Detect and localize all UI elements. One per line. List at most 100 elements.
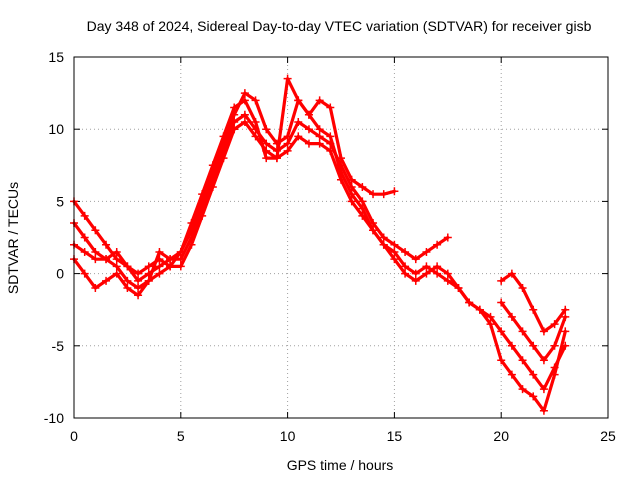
data-point-marker (326, 132, 335, 141)
data-point-marker (304, 139, 313, 148)
data-point-marker (561, 327, 570, 336)
data-point-marker (358, 182, 367, 191)
data-point-marker (80, 269, 89, 278)
x-tick-label: 10 (280, 428, 296, 444)
series-track-2 (70, 110, 570, 365)
data-point-marker (144, 276, 153, 285)
y-axis-label: SDTVAR / TECUs (5, 182, 21, 294)
data-point-marker (187, 240, 196, 249)
data-point-marker (433, 269, 442, 278)
data-point-marker (486, 312, 495, 321)
data-point-marker (379, 190, 388, 199)
data-point-marker (390, 255, 399, 264)
x-tick-label: 15 (387, 428, 403, 444)
data-point-marker (497, 327, 506, 336)
data-point-marker (529, 392, 538, 401)
data-point-marker (433, 240, 442, 249)
data-point-marker (134, 269, 143, 278)
data-point-marker (497, 356, 506, 365)
data-point-marker (240, 96, 249, 105)
plot-frame (73, 56, 609, 419)
data-point-marker (155, 247, 164, 256)
data-point-marker (240, 117, 249, 126)
y-tick-label: 5 (56, 193, 64, 209)
data-point-marker (304, 110, 313, 119)
data-point-marker (230, 125, 239, 134)
data-point-marker (411, 269, 420, 278)
data-point-marker (497, 276, 506, 285)
data-point-marker (80, 211, 89, 220)
data-point-marker (550, 370, 559, 379)
data-point-marker (539, 327, 548, 336)
data-point-marker (134, 284, 143, 293)
data-point-marker (379, 233, 388, 242)
data-point-marker (401, 247, 410, 256)
data-point-marker (123, 276, 132, 285)
data-point-marker (112, 255, 121, 264)
data-point-marker (123, 262, 132, 271)
data-point-marker (529, 341, 538, 350)
data-point-marker (91, 255, 100, 264)
data-point-marker (187, 219, 196, 228)
data-point-marker (507, 269, 516, 278)
series-track-3 (70, 117, 570, 394)
data-point-marker (315, 96, 324, 105)
x-axis-label: GPS time / hours (287, 457, 394, 473)
data-point-marker (134, 276, 143, 285)
data-point-marker (176, 262, 185, 271)
data-point-marker (198, 211, 207, 220)
x-tick-label: 5 (177, 428, 185, 444)
data-point-marker (262, 125, 271, 134)
data-point-marker (411, 255, 420, 264)
data-point-marker (315, 125, 324, 134)
data-point-marker (112, 262, 121, 271)
y-tick-label: 15 (48, 49, 64, 65)
data-point-marker (401, 269, 410, 278)
data-point-marker (283, 139, 292, 148)
data-point-marker (80, 247, 89, 256)
y-tick-label: -5 (52, 338, 65, 354)
data-point-marker (166, 255, 175, 264)
y-tick-label: 10 (48, 121, 64, 137)
data-point-marker (518, 356, 527, 365)
data-point-marker (166, 262, 175, 271)
data-point-marker (454, 284, 463, 293)
data-point-marker (443, 269, 452, 278)
data-point-marker (422, 262, 431, 271)
data-point-marker (294, 132, 303, 141)
data-point-marker (507, 370, 516, 379)
data-point-marker (443, 233, 452, 242)
data-point-marker (91, 247, 100, 256)
data-point-marker (134, 291, 143, 300)
data-point-marker (283, 74, 292, 83)
data-point-marker (102, 255, 111, 264)
data-point-marker (112, 269, 121, 278)
data-point-marker (230, 117, 239, 126)
data-point-marker (123, 284, 132, 293)
data-point-marker (518, 327, 527, 336)
data-point-marker (401, 262, 410, 271)
data-point-marker (422, 269, 431, 278)
data-point-marker (475, 305, 484, 314)
data-point-marker (91, 226, 100, 235)
gridlines (74, 57, 608, 418)
data-point-marker (561, 305, 570, 314)
data-point-marker (369, 226, 378, 235)
data-point-marker (550, 320, 559, 329)
data-point-marker (539, 385, 548, 394)
data-point-marker (219, 132, 228, 141)
data-point-marker (102, 276, 111, 285)
data-point-marker (304, 125, 313, 134)
data-point-marker (347, 190, 356, 199)
data-point-marker (518, 385, 527, 394)
data-point-marker (144, 262, 153, 271)
data-point-marker (112, 247, 121, 256)
data-point-marker (358, 204, 367, 213)
data-point-marker (208, 161, 217, 170)
data-point-marker (529, 370, 538, 379)
plot-area (70, 74, 570, 415)
series-line (72, 120, 567, 391)
x-tick-label: 25 (600, 428, 616, 444)
data-point-marker (155, 262, 164, 271)
